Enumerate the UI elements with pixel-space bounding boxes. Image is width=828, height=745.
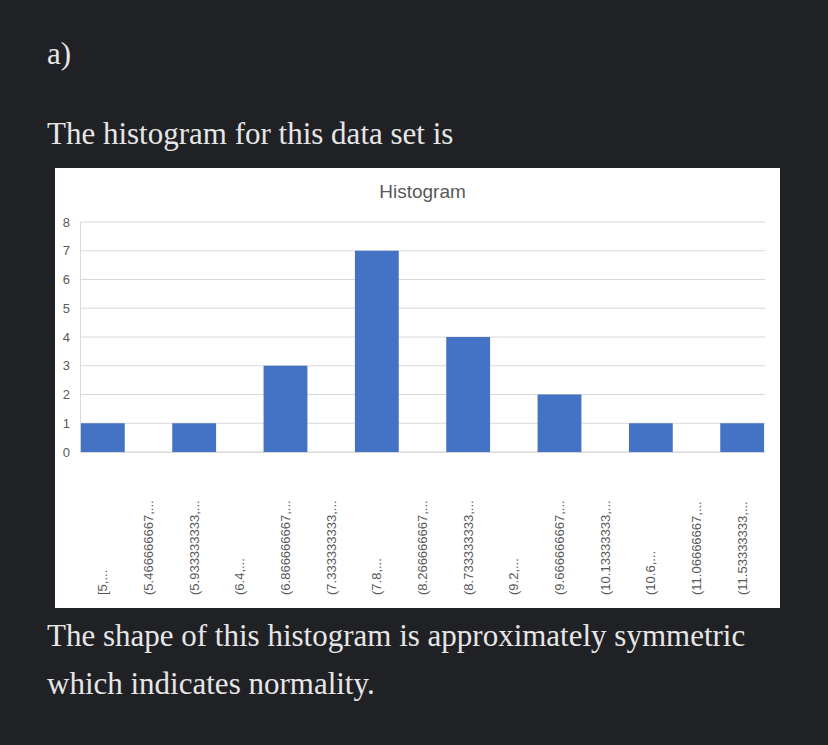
x-tick-label: (8.733333333,...: [461, 500, 476, 595]
y-tick: 2: [63, 387, 80, 402]
plot: 0 1 2 3 4 5 6 7 8 [5,... (5.466666667,... (5.933333…: [63, 215, 766, 595]
x-tick: (11.06666667,...: [689, 452, 704, 595]
bar: [720, 423, 764, 452]
y-tick-label: 5: [63, 301, 70, 316]
y-tick-label: 0: [63, 445, 70, 460]
bar: [583, 452, 627, 453]
y-axis-line: [80, 223, 81, 453]
bar: [629, 423, 673, 452]
y-tick: 8: [63, 215, 80, 230]
x-tick: (5.933333333,...: [187, 452, 202, 595]
heading: a): [47, 30, 71, 78]
bar: [492, 452, 536, 453]
y-tick: 1: [63, 416, 80, 431]
y-tick-label: 7: [63, 243, 70, 258]
x-tick-label: (10.6,...: [643, 551, 658, 595]
y-tick: 7: [63, 243, 80, 258]
grid-line: [80, 222, 765, 223]
x-tick: [5,...: [95, 452, 110, 595]
x-tick: (6.4,...: [232, 452, 247, 595]
x-tick-label: (8.266666667,...: [415, 500, 430, 595]
bar: [446, 337, 490, 452]
x-tick-label: (10.13333333,...: [598, 500, 613, 595]
x-tick: (7.333333333,...: [324, 452, 339, 595]
x-tick-label: [5,...: [95, 570, 110, 595]
bar: [538, 395, 582, 453]
grid-line: [80, 365, 765, 366]
x-axis: [5,... (5.466666667,... (5.933333333,... (6…: [81, 452, 766, 595]
y-tick-label: 2: [63, 387, 70, 402]
bars: [81, 251, 764, 452]
x-tick: (8.266666667,...: [415, 452, 430, 595]
y-tick-label: 4: [63, 330, 70, 345]
y-tick-label: 6: [63, 272, 70, 287]
chart: Histogram 0 1 2 3 4 5 6 7 8 [5,... (5.466666667,...…: [55, 168, 780, 608]
x-tick: (10.13333333,...: [598, 452, 613, 595]
x-tick: (6.866666667,...: [278, 452, 293, 595]
bar: [675, 452, 719, 453]
grid-line: [80, 394, 765, 395]
y-tick: 0: [63, 445, 80, 460]
x-tick-label: (11.06666667,...: [689, 501, 704, 595]
grid-line: [80, 337, 765, 338]
y-axis: 0 1 2 3 4 5 6 7 8: [63, 215, 81, 460]
bar: [172, 423, 216, 452]
x-tick: (5.466666667,...: [141, 452, 156, 595]
x-tick: (9.2,...: [506, 452, 521, 595]
y-tick: 6: [63, 272, 80, 287]
x-tick: (10.6,...: [643, 452, 658, 595]
grid-line: [80, 279, 765, 280]
y-tick: 4: [63, 330, 80, 345]
x-tick-label: (7.8,...: [369, 558, 384, 595]
x-tick: (11.53333333,...: [735, 452, 750, 595]
x-tick-label: (11.53333333,...: [735, 501, 750, 595]
x-axis-line: [81, 452, 766, 453]
x-tick: (7.8,...: [369, 452, 384, 595]
x-tick-label: (5.466666667,...: [141, 500, 156, 595]
bar: [355, 251, 399, 452]
bar: [127, 452, 171, 453]
x-tick-label: (6.866666667,...: [278, 500, 293, 595]
x-tick-label: (7.333333333,...: [324, 500, 339, 595]
grid-line: [80, 308, 765, 309]
bar: [309, 452, 353, 453]
chart-title: Histogram: [379, 181, 466, 202]
bar: [264, 366, 308, 452]
y-tick: 3: [63, 358, 80, 373]
y-tick: 5: [63, 301, 80, 316]
x-tick-label: (9.2,...: [506, 558, 521, 595]
x-tick-label: (5.933333333,...: [187, 500, 202, 595]
conclusion-text: The shape of this histogram is approxima…: [47, 612, 747, 708]
bar: [81, 423, 125, 452]
grid: [80, 222, 765, 452]
bar: [218, 452, 262, 453]
y-tick-label: 1: [63, 416, 70, 431]
x-tick: (9.666666667,...: [552, 452, 567, 595]
grid-line: [80, 250, 765, 251]
x-tick-label: (6.4,...: [232, 558, 247, 595]
y-tick-label: 8: [63, 215, 70, 230]
x-tick-label: (9.666666667,...: [552, 500, 567, 595]
chart-background: [55, 168, 780, 608]
bar: [401, 452, 445, 453]
intro-text: The histogram for this data set is: [47, 110, 453, 158]
y-tick-label: 3: [63, 358, 70, 373]
x-tick: (8.733333333,...: [461, 452, 476, 595]
